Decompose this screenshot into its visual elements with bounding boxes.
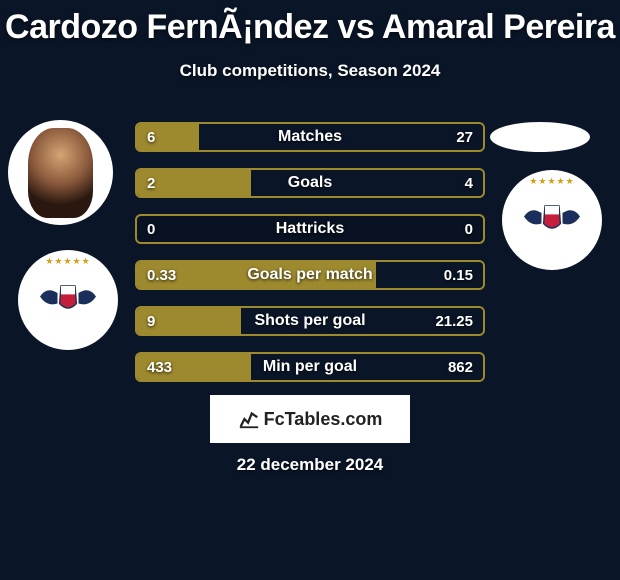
club-stars-icon: ★★★★★ <box>18 256 118 267</box>
branding-badge: FcTables.com <box>210 395 410 443</box>
stat-fill-right <box>199 124 483 150</box>
club-stars-icon: ★★★★★ <box>502 176 602 187</box>
chart-icon <box>238 408 260 430</box>
branding-text: FcTables.com <box>264 409 383 430</box>
stat-row: 9Shots per goal21.25 <box>135 306 485 336</box>
stat-row: 0Hattricks0 <box>135 214 485 244</box>
stat-fill-right <box>241 308 483 334</box>
stat-row: 0.33Goals per match0.15 <box>135 260 485 290</box>
stat-row: 433Min per goal862 <box>135 352 485 382</box>
date-label: 22 december 2024 <box>0 455 620 475</box>
player-right-avatar <box>490 122 590 152</box>
club-crest-icon <box>517 185 587 255</box>
stats-container: 6Matches27 2Goals4 0Hattricks0 0.33Goals pe… <box>135 122 485 398</box>
stat-left-value: 0 <box>147 216 155 242</box>
stat-right-value: 0 <box>465 216 473 242</box>
stat-row: 2Goals4 <box>135 168 485 198</box>
player-left-avatar <box>8 120 113 225</box>
stat-fill-left <box>137 262 376 288</box>
club-badge-right: ★★★★★ <box>502 170 602 270</box>
subtitle: Club competitions, Season 2024 <box>0 61 620 81</box>
stat-fill-left <box>137 354 251 380</box>
stat-fill-left <box>137 308 241 334</box>
club-badge-left: ★★★★★ <box>18 250 118 350</box>
stat-fill-left <box>137 124 199 150</box>
stat-row: 6Matches27 <box>135 122 485 152</box>
stat-fill-right <box>376 262 483 288</box>
stat-fill-right <box>251 354 483 380</box>
stat-label: Hattricks <box>137 216 483 242</box>
stat-fill-left <box>137 170 251 196</box>
stat-fill-right <box>251 170 483 196</box>
club-crest-icon <box>33 265 103 335</box>
page-title: Cardozo FernÃ¡ndez vs Amaral Pereira <box>0 0 620 47</box>
